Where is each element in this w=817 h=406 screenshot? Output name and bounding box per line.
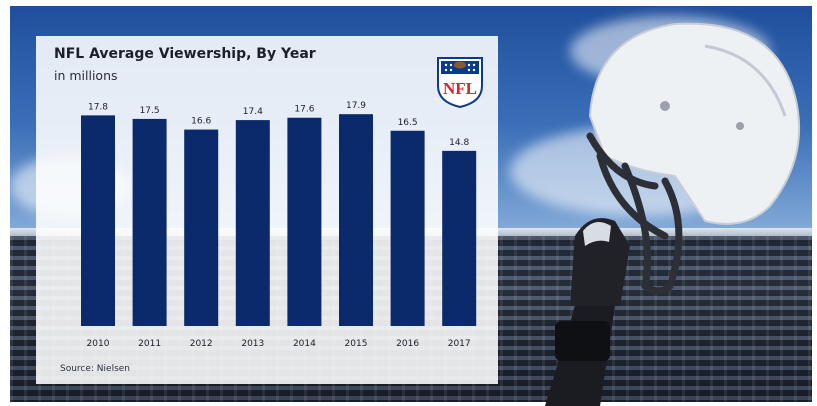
shield-stars (444, 63, 476, 72)
nfl-shield-icon: NFL (437, 57, 483, 108)
nfl-logo-text: NFL (443, 79, 477, 98)
facemask (586, 132, 683, 295)
bar-2010 (81, 115, 115, 326)
chart-panel: NFL Average Viewership, By Year in milli… (36, 36, 498, 384)
chart-subtitle: in millions (54, 68, 118, 83)
bar-2016 (390, 130, 425, 326)
data-label-2017: 14.8 (449, 138, 469, 148)
x-tick-2012: 2012 (190, 339, 213, 349)
x-tick-2016: 2016 (396, 339, 419, 349)
data-labels-group: 17.8 17.5 16.6 17.4 17.6 17.9 16.5 14.8 (88, 101, 470, 148)
helmet-shell (588, 22, 801, 225)
helmet-screw (736, 122, 744, 130)
football-helmet-icon (545, 22, 801, 406)
bar-2014 (287, 117, 322, 326)
x-tick-2017: 2017 (448, 339, 471, 349)
data-label-2011: 17.5 (140, 106, 160, 116)
chart-source: Source: Nielsen (60, 364, 131, 374)
bar-2015 (339, 114, 373, 326)
x-tick-2013: 2013 (241, 339, 264, 349)
football-icon (454, 61, 466, 69)
data-label-2015: 17.9 (346, 101, 366, 111)
data-label-2016: 16.5 (398, 118, 418, 128)
x-tick-2015: 2015 (345, 339, 368, 349)
bar-2013 (235, 120, 270, 326)
data-label-2012: 16.6 (191, 117, 211, 127)
bar-chart: 17.8 17.516.617.4 17.6 17.916.514.8 2010 201… (81, 101, 477, 349)
bars-group (81, 114, 477, 327)
data-label-2010: 17.8 (88, 102, 108, 112)
data-label-2014: 17.6 (294, 105, 314, 115)
glove-palm (583, 222, 611, 246)
bar-2012 (184, 129, 219, 326)
x-tick-2011: 2011 (138, 339, 161, 349)
x-tick-labels-group: 2010 2011 2012 2013 2014 2015 2016 2017 (87, 339, 471, 349)
x-tick-2010: 2010 (87, 339, 110, 349)
bar-2011 (132, 118, 167, 327)
helmet-screw (660, 101, 670, 111)
bar-2017 (442, 150, 477, 326)
x-tick-2014: 2014 (293, 339, 316, 349)
wristband (555, 321, 610, 361)
chart-title: NFL Average Viewership, By Year (54, 46, 316, 62)
helmet-highlight (704, 44, 787, 117)
data-label-2013: 17.4 (243, 107, 263, 117)
